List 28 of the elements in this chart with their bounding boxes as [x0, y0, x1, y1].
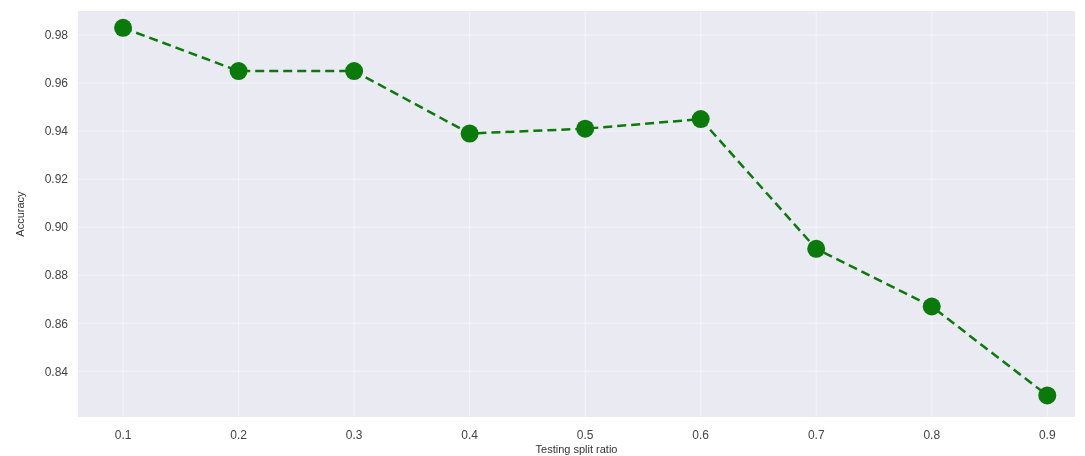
- point: [229, 62, 248, 81]
- x-tick-label: 0.9: [1038, 428, 1056, 442]
- x-axis-title: Testing split ratio: [535, 443, 618, 455]
- y-tick-label: 0.94: [44, 124, 69, 139]
- y-tick-label: 0.88: [44, 268, 69, 283]
- y-tick-label: 0.86: [44, 316, 69, 331]
- x-tick-label: 0.8: [923, 428, 941, 442]
- x-tick-label: 0.6: [692, 428, 710, 442]
- point: [345, 62, 364, 81]
- x-tick-label: 0.5: [576, 428, 594, 442]
- point: [460, 124, 479, 143]
- y-tick-label: 0.84: [44, 364, 69, 379]
- x-tick-label: 0.3: [345, 428, 363, 442]
- y-tick-label: 0.92: [44, 172, 69, 187]
- x-tick-label: 0.7: [807, 428, 825, 442]
- y-axis-title: Accuracy: [14, 190, 26, 237]
- point: [114, 18, 133, 37]
- y-tick-label: 0.98: [44, 28, 69, 43]
- y-tick-label: 0.96: [44, 76, 69, 91]
- point: [576, 119, 595, 138]
- point: [1038, 386, 1057, 405]
- point: [922, 297, 941, 316]
- point: [807, 239, 826, 258]
- x-tick-label: 0.2: [230, 428, 248, 442]
- x-tick-label: 0.4: [461, 428, 479, 442]
- point: [691, 110, 710, 129]
- y-tick-label: 0.90: [44, 220, 69, 235]
- x-tick-label: 0.1: [114, 428, 132, 442]
